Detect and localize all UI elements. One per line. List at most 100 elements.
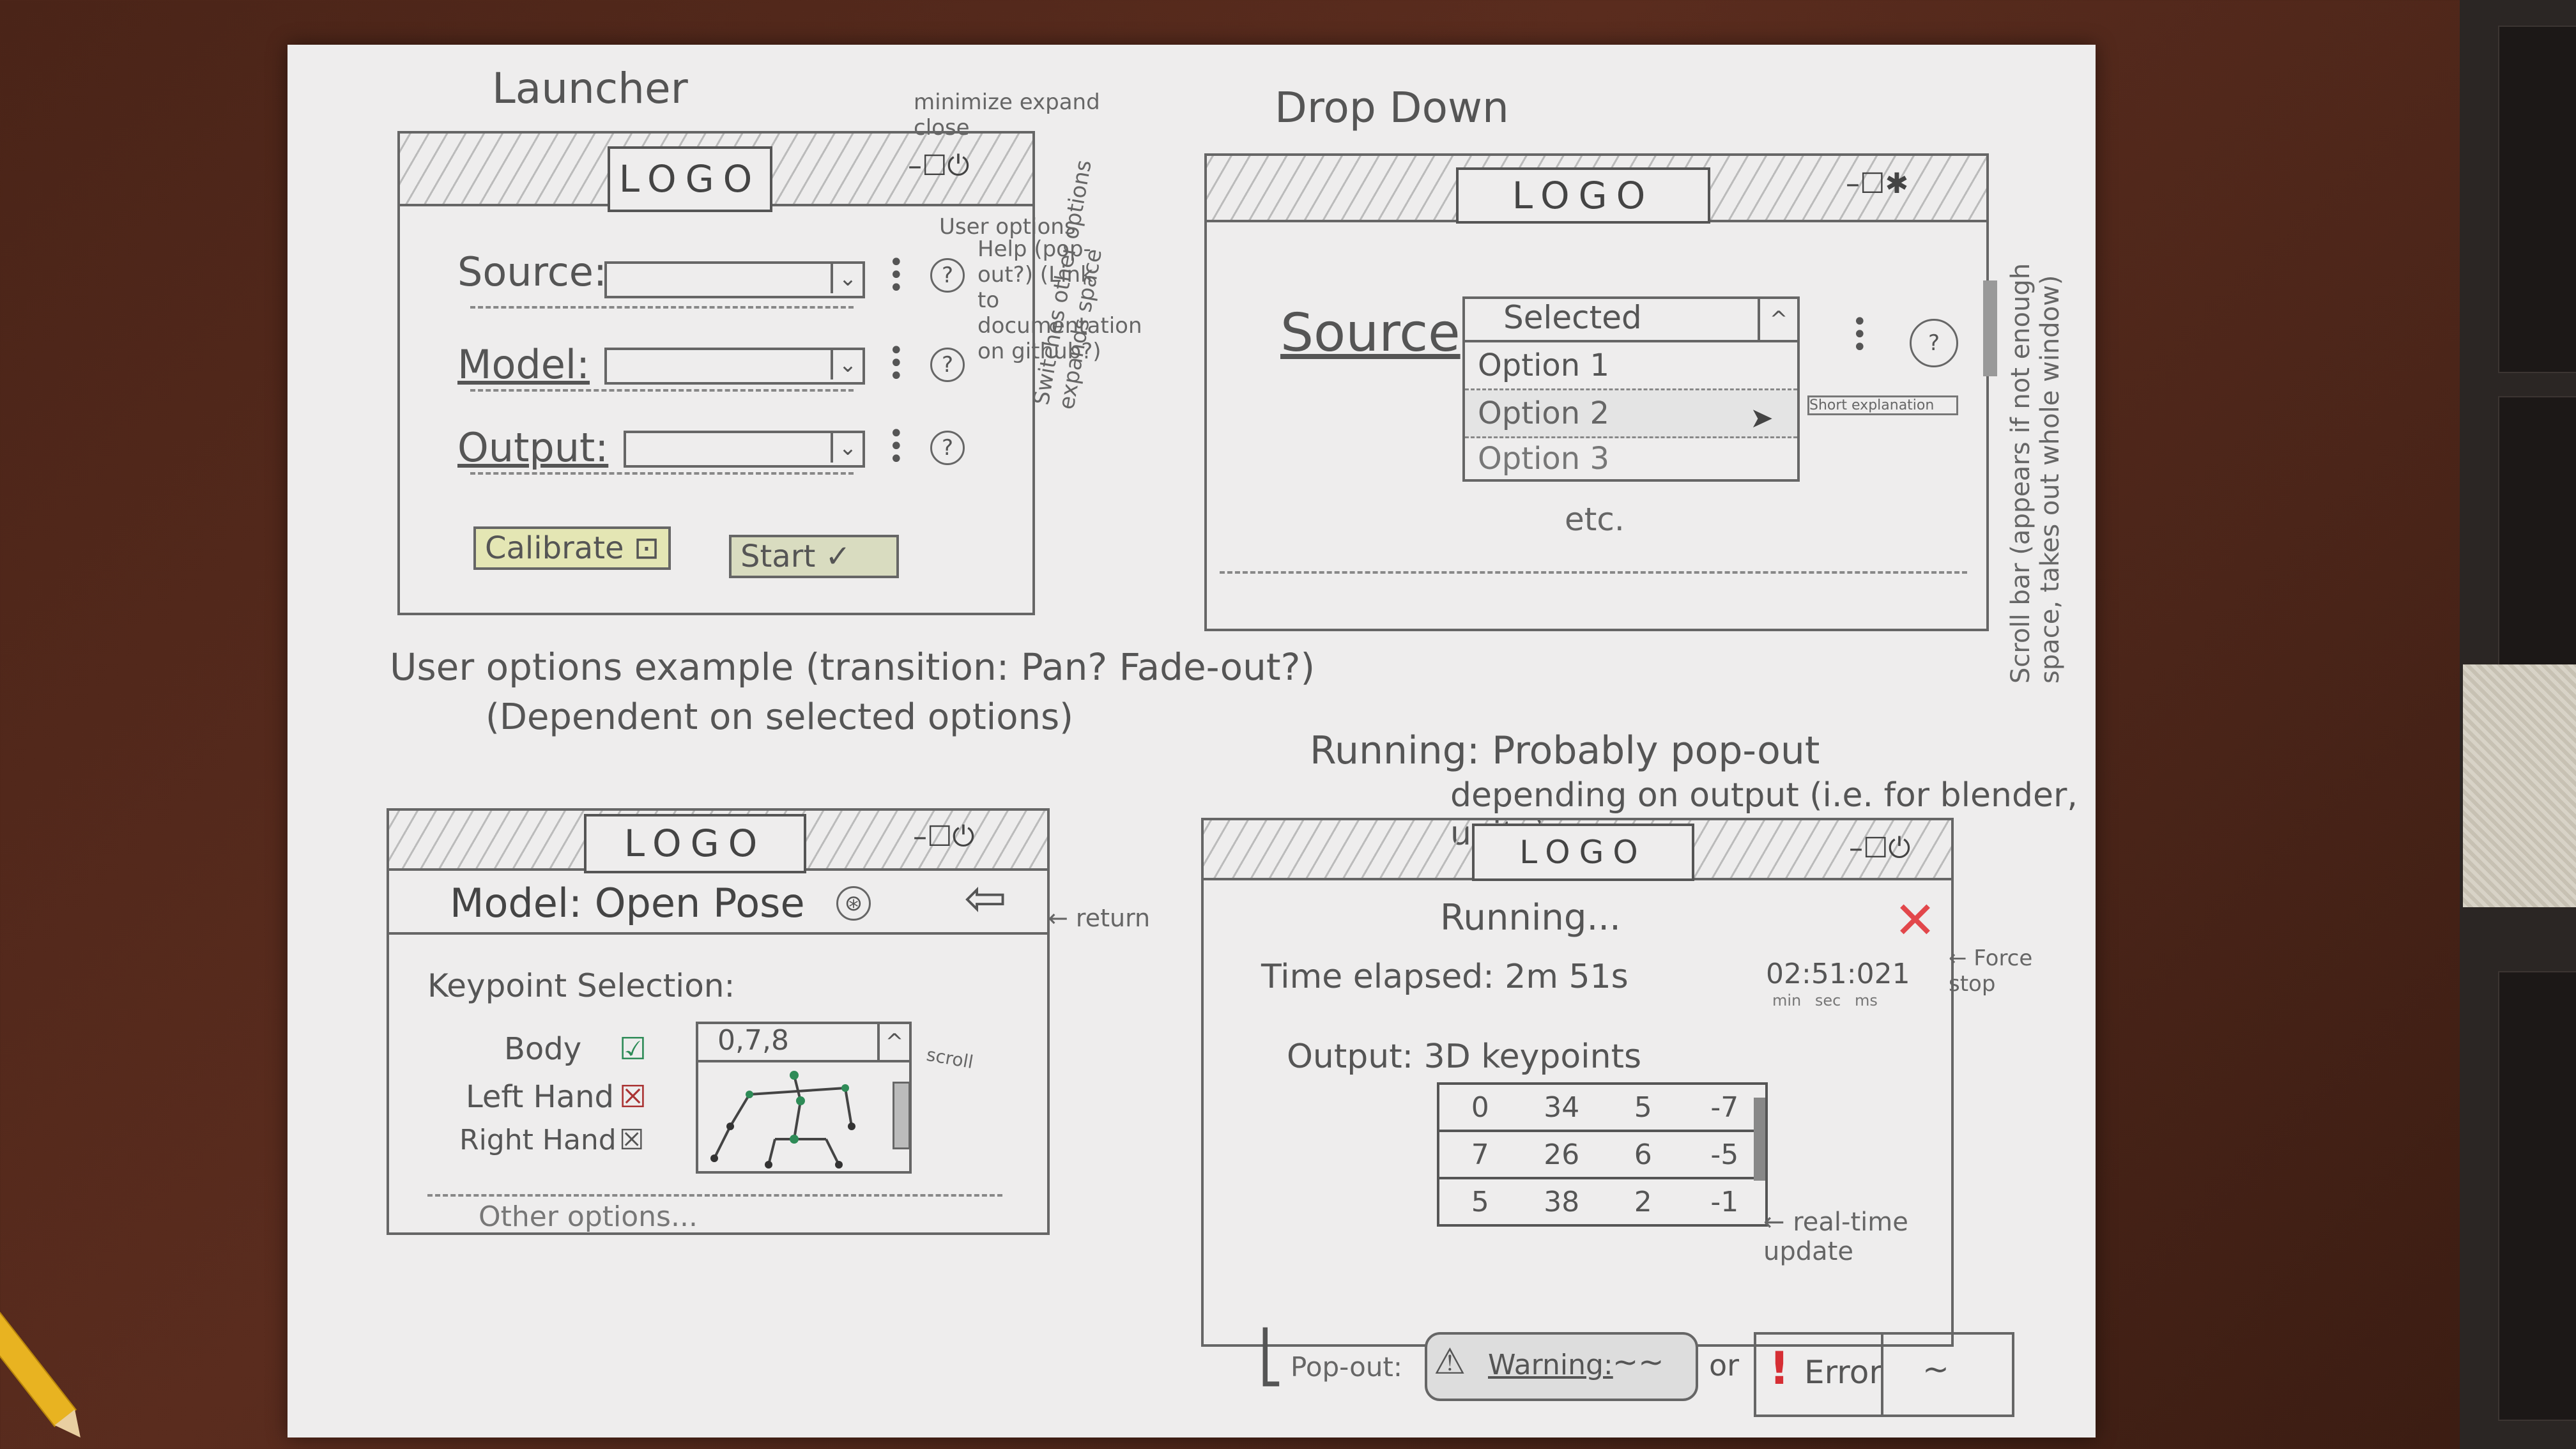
error-label: Error [1804, 1354, 1882, 1391]
etc-label: etc. [1565, 501, 1625, 538]
warning-label: Warning: [1488, 1349, 1613, 1381]
left-hand-label: Left Hand [466, 1079, 614, 1115]
start-button[interactable]: Start ✓ [729, 535, 899, 578]
scrollbar[interactable] [1983, 280, 1997, 376]
body-checkbox[interactable]: ☑ [619, 1031, 647, 1067]
divider [470, 389, 854, 392]
check-icon: ✓ [825, 539, 851, 574]
launcher-window: LOGO –☐⏻ Source: ⌄ • • • ? Model: ⌄ • • • ? … [397, 131, 1035, 615]
back-arrow-icon[interactable]: ⇦ [964, 868, 1008, 928]
divider [470, 306, 854, 309]
running-status: Running... [1440, 897, 1621, 939]
model-header: Model: Open Pose ⊛ ⇦ [389, 868, 1047, 935]
return-note: ← return [1048, 904, 1151, 932]
model-label: Model: Open Pose [450, 880, 805, 926]
help-icon[interactable]: ? [1910, 319, 1958, 367]
launcher-title: Launcher [492, 64, 688, 113]
chevron-down-icon: ⌄ [831, 264, 862, 293]
more-options-icon[interactable]: • • • [889, 419, 904, 474]
start-label: Start [740, 539, 816, 574]
calibrate-icon: ⊡ [633, 530, 660, 566]
time-units: min sec ms [1772, 992, 1878, 1009]
error-popout[interactable]: ! Error ~ [1754, 1332, 2014, 1417]
right-hand-label: Right Hand [459, 1124, 617, 1156]
dropdown-option[interactable]: Option 3 [1478, 441, 1609, 477]
running-window: LOGO –☐⏻ Running... ✕ Time elapsed: 2m 5… [1201, 818, 1954, 1347]
chevron-down-icon: ⌄ [831, 350, 862, 379]
window-controls[interactable]: –☐⏻ [1849, 832, 1911, 864]
scrollbar[interactable] [1754, 1098, 1765, 1181]
selected-option[interactable]: Selected ^ [1465, 299, 1797, 342]
scrollbar[interactable] [893, 1082, 910, 1149]
sketch-paper: Launcher LOGO –☐⏻ Source: ⌄ • • • ? Model:… [288, 45, 2096, 1438]
or-label: or [1709, 1348, 1740, 1383]
divider [1881, 1335, 1883, 1414]
output-table: 0 34 5 -7 7 26 6 -5 5 38 2 -1 [1437, 1082, 1768, 1227]
keypoint-label: Keypoint Selection: [427, 967, 735, 1004]
chevron-down-icon: ⌄ [831, 433, 862, 463]
divider [427, 1194, 1002, 1197]
output-label: Output: [457, 424, 609, 471]
dropdown-list: Selected ^ Option 1 Option 2 Option 3 [1462, 296, 1800, 482]
more-options-icon[interactable]: • • • [889, 336, 904, 391]
right-hand-checkbox[interactable]: ☒ [619, 1124, 645, 1156]
cloth [2463, 664, 2576, 907]
other-options-label: Other options... [479, 1200, 698, 1233]
source-label: Source: [457, 249, 607, 295]
table-cell: 6 [1634, 1138, 1652, 1171]
table-body: 0 34 5 -7 7 26 6 -5 5 38 2 -1 [1439, 1085, 1765, 1224]
help-icon[interactable]: ? [930, 431, 965, 465]
source-select[interactable]: ⌄ [604, 261, 865, 298]
keypoint-value-text: 0,7,8 [717, 1024, 789, 1057]
table-cell: 0 [1471, 1091, 1489, 1124]
divider [1220, 571, 1967, 574]
error-message: ~ [1922, 1351, 1949, 1388]
body-label: Body [504, 1031, 582, 1067]
help-icon[interactable]: ? [930, 348, 965, 382]
warning-icon: ⚠ [1434, 1341, 1466, 1383]
logo: LOGO [608, 146, 772, 212]
table-cell: -5 [1710, 1138, 1739, 1171]
calibrate-label: Calibrate [485, 530, 624, 566]
help-icon[interactable]: ? [930, 258, 965, 293]
user-options-window: LOGO –☐⏻ Model: Open Pose ⊛ ⇦ Keypoint S… [387, 808, 1050, 1235]
selected-label: Selected [1503, 299, 1642, 336]
dropdown-option[interactable]: Option 1 [1465, 342, 1797, 390]
table-cell: 34 [1544, 1091, 1580, 1124]
help-note: Help (pop-out?) (Link to documentation o… [977, 236, 1142, 364]
window-controls[interactable]: –☐⏻ [908, 150, 970, 182]
info-icon[interactable]: ⊛ [836, 886, 871, 921]
bracket-mark: ⎣ [1259, 1329, 1284, 1386]
error-icon: ! [1769, 1342, 1790, 1395]
chevron-up-icon: ^ [877, 1024, 909, 1060]
pencil [0, 1276, 77, 1427]
more-options-icon[interactable]: • • • [1852, 307, 1867, 362]
logo: LOGO [1456, 167, 1710, 224]
dark-block [2498, 26, 2576, 373]
table-row: 5 38 2 -1 [1439, 1179, 1765, 1224]
window-controls[interactable]: –☐✱ [1846, 167, 1909, 200]
keypoint-selector[interactable]: 0,7,8 ^ [696, 1022, 912, 1174]
more-options-icon[interactable]: • • • [889, 248, 904, 303]
warning-popout[interactable]: ⚠ Warning: ~~ [1425, 1332, 1698, 1401]
dropdown-title: Drop Down [1275, 83, 1509, 132]
table-row: 0 34 5 -7 [1439, 1085, 1765, 1132]
output-label: Output: 3D keypoints [1287, 1038, 1642, 1076]
calibrate-button[interactable]: Calibrate ⊡ [473, 526, 671, 570]
dropdown-option[interactable]: Option 2 [1465, 390, 1797, 438]
left-hand-checkbox[interactable]: ☒ [619, 1079, 647, 1115]
scroll-bar-note: Scroll bar (appears if not enough space,… [2006, 263, 2065, 684]
skeleton-preview [710, 1071, 855, 1169]
window-controls[interactable]: –☐⏻ [913, 820, 975, 853]
divider [470, 472, 854, 475]
warning-message: ~~ [1613, 1344, 1664, 1380]
realtime-note: ← real-time update [1763, 1208, 1908, 1266]
table-cell: 5 [1471, 1185, 1489, 1218]
running-caption: Running: Probably pop-out [1310, 728, 1820, 773]
time-elapsed-value: 02:51:021 [1766, 958, 1910, 990]
output-select[interactable]: ⌄ [624, 431, 865, 468]
user-options-note: User options [939, 214, 1076, 240]
force-stop-icon[interactable]: ✕ [1894, 891, 1937, 950]
table-cell: 2 [1634, 1185, 1652, 1218]
model-select[interactable]: ⌄ [604, 348, 865, 385]
